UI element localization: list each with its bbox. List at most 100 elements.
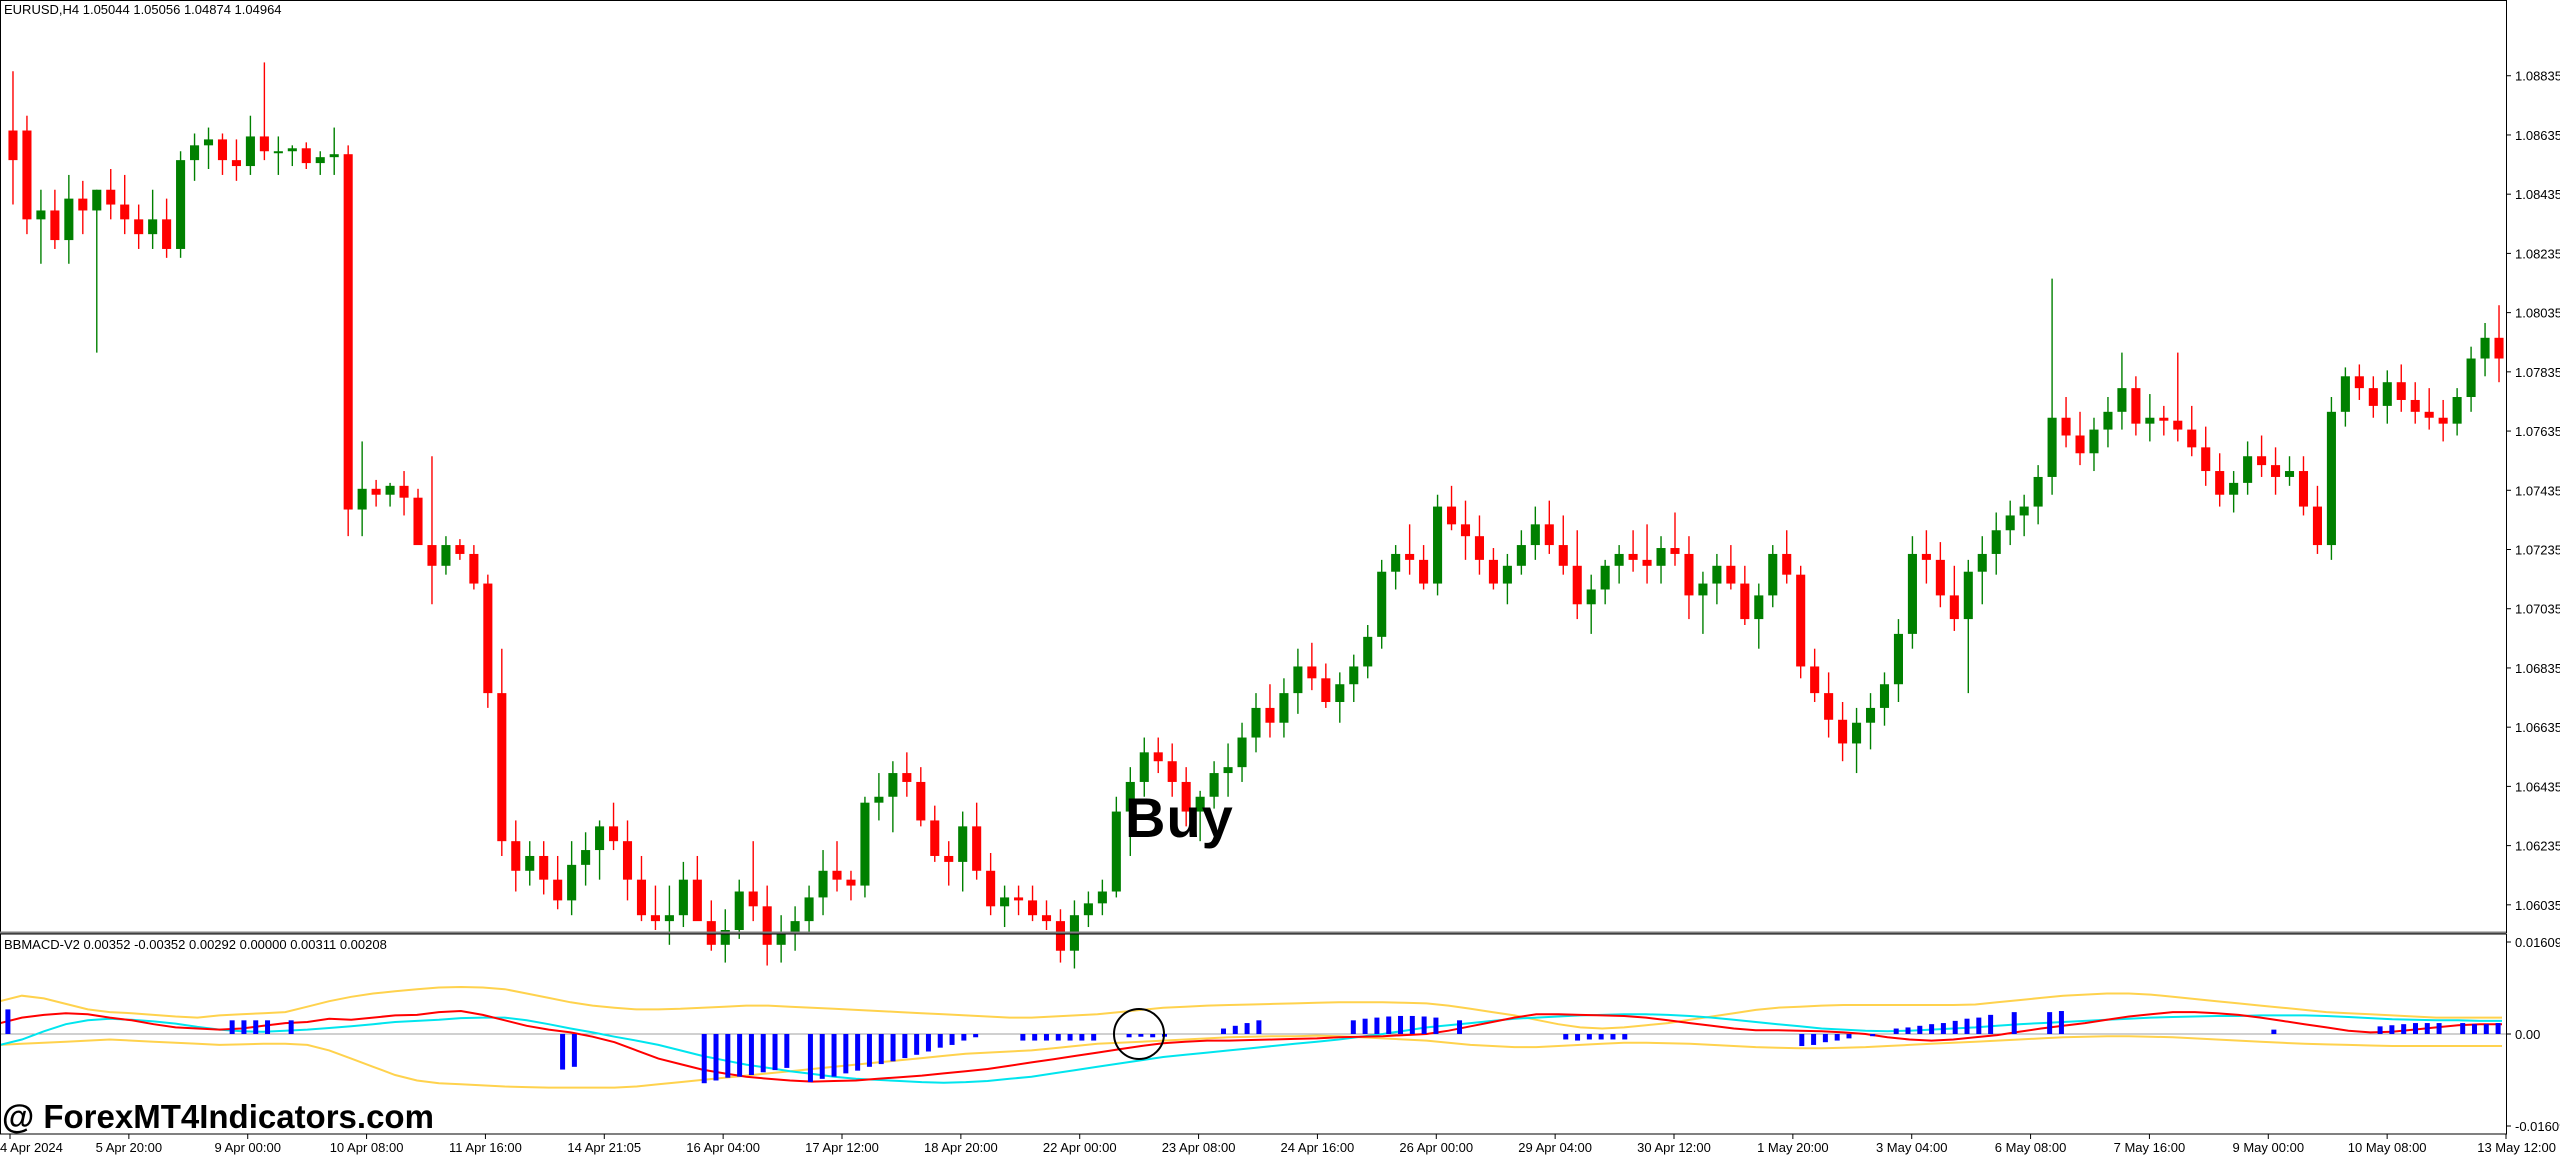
histogram-bar <box>1433 1017 1439 1034</box>
price-tick-label: 1.07435 <box>2515 483 2560 498</box>
histogram-bar <box>713 1034 719 1081</box>
histogram-bar <box>925 1034 931 1052</box>
candle-body <box>748 891 758 907</box>
histogram-bar <box>1150 1034 1156 1038</box>
candle-body <box>2033 476 2043 507</box>
histogram-bar <box>961 1034 967 1041</box>
price-tick-label: 1.07035 <box>2515 602 2560 617</box>
candle-body <box>329 154 339 158</box>
candle-body <box>567 864 577 901</box>
candle-body <box>790 921 800 933</box>
candle-body <box>1167 761 1177 782</box>
candle-body <box>1446 506 1457 525</box>
indicator-panel[interactable] <box>0 985 2506 1089</box>
candle-body <box>1251 707 1261 738</box>
candle-body <box>1014 897 1024 901</box>
histogram-bar <box>878 1034 884 1065</box>
histogram-bar <box>288 1020 294 1034</box>
candle-body <box>1474 536 1485 560</box>
candle-body <box>134 219 144 235</box>
candle-body <box>190 145 200 161</box>
candle-body <box>1363 636 1373 667</box>
candle-body <box>371 488 381 495</box>
histogram-bar <box>1362 1018 1368 1034</box>
histogram-bar <box>949 1034 955 1045</box>
time-tick-label: 4 Apr 2024 <box>0 1140 63 1155</box>
price-tick-label: 1.08235 <box>2515 246 2560 261</box>
candle-body <box>273 151 283 154</box>
candle-body <box>2466 358 2476 398</box>
time-tick-label: 18 Apr 20:00 <box>924 1140 998 1155</box>
histogram-bar <box>1610 1034 1616 1040</box>
histogram-bar <box>2424 1023 2430 1034</box>
price-panel[interactable] <box>8 62 2504 969</box>
histogram-bar <box>1952 1020 1958 1034</box>
candle-body <box>50 210 60 241</box>
candle-body <box>2131 388 2141 424</box>
candle-body <box>1237 737 1247 768</box>
candle-body <box>2396 382 2406 400</box>
candle-body <box>1726 565 1736 584</box>
histogram-bar <box>2460 1023 2466 1034</box>
candle-body <box>2243 456 2253 483</box>
candle-body <box>2201 447 2211 472</box>
candle-body <box>818 870 828 898</box>
candle-body <box>539 855 549 880</box>
candle-body <box>1991 530 2001 554</box>
symbol-header: EURUSD,H4 1.05044 1.05056 1.04874 1.0496… <box>4 2 282 17</box>
candle-body <box>860 802 870 886</box>
histogram-bar <box>1976 1017 1982 1034</box>
candle-body <box>2354 376 2364 389</box>
candle-body <box>916 781 926 821</box>
histogram-bar <box>265 1020 271 1034</box>
candle-body <box>804 897 814 922</box>
histogram-bar <box>1799 1034 1805 1047</box>
candle-body <box>1754 595 1764 620</box>
candle-body <box>2326 411 2336 546</box>
histogram-bar <box>1126 1034 1132 1038</box>
histogram-bar <box>973 1034 979 1038</box>
histogram-bar <box>819 1034 825 1079</box>
candle-body <box>511 841 521 871</box>
candle-body <box>1810 666 1820 694</box>
price-tick-label: 1.08435 <box>2515 187 2560 202</box>
histogram-bar <box>1220 1028 1226 1034</box>
time-tick-label: 5 Apr 20:00 <box>96 1140 163 1155</box>
histogram-bar <box>784 1034 790 1068</box>
candle-body <box>120 204 130 220</box>
candle-body <box>874 796 884 803</box>
candle-body <box>1265 707 1275 723</box>
candle-body <box>1670 548 1680 554</box>
indicator-tick-label: 0.01609 <box>2515 935 2560 950</box>
candle-body <box>581 850 591 865</box>
candle-body <box>902 773 912 782</box>
histogram-bar <box>831 1034 837 1077</box>
candle-body <box>1796 574 1806 667</box>
candle-body <box>2117 388 2127 412</box>
time-tick-label: 23 Apr 08:00 <box>1162 1140 1236 1155</box>
histogram-bar <box>1457 1020 1463 1034</box>
time-tick-label: 14 Apr 21:05 <box>567 1140 641 1155</box>
indicator-header: BBMACD-V2 0.00352 -0.00352 0.00292 0.000… <box>4 937 387 952</box>
histogram-bar <box>772 1034 778 1071</box>
candle-body <box>2312 506 2322 546</box>
histogram-bar <box>1232 1025 1238 1034</box>
candle-body <box>203 139 214 146</box>
candle-body <box>217 139 228 161</box>
candle-body <box>2187 429 2197 448</box>
histogram-bar <box>1586 1034 1592 1040</box>
candle-body <box>1460 524 1471 537</box>
time-tick-label: 26 Apr 00:00 <box>1399 1140 1473 1155</box>
histogram-bar <box>1398 1015 1404 1034</box>
candle-body <box>1921 553 1931 560</box>
histogram-bar <box>1846 1034 1852 1039</box>
candle-body <box>1963 571 1973 620</box>
candle-body <box>2089 429 2099 454</box>
candle-body <box>678 879 688 916</box>
candle-body <box>1027 900 1038 916</box>
candle-body <box>1209 773 1219 797</box>
candle-body <box>148 219 158 235</box>
histogram-bar <box>1244 1023 1250 1034</box>
time-tick-label: 29 Apr 04:00 <box>1518 1140 1592 1155</box>
